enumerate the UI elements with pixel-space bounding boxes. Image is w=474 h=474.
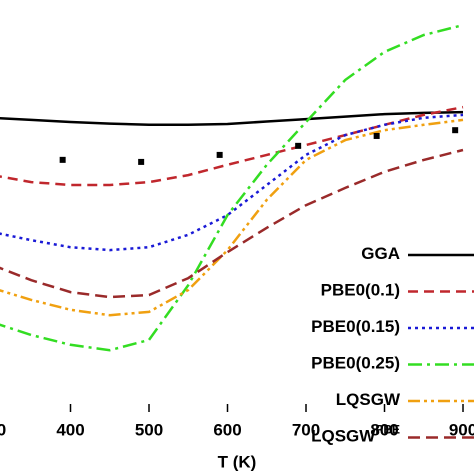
data-point — [373, 132, 380, 139]
data-point — [138, 158, 145, 165]
legend-label: PBE0(0.1) — [321, 281, 400, 300]
x-axis-label: T (K) — [218, 452, 257, 471]
data-point — [59, 156, 66, 163]
legend-label-superscript: PBE — [375, 423, 400, 437]
legend-label: GGA — [361, 244, 400, 263]
legend-label: PBE0(0.25) — [311, 354, 400, 373]
x-tick-label: 700 — [292, 420, 320, 439]
legend-label-text: PBE0(0.25) — [311, 354, 400, 373]
data-point — [216, 151, 223, 158]
series-line — [0, 110, 464, 127]
series-line — [0, 148, 464, 299]
x-tick-label: 400 — [56, 420, 84, 439]
x-tick-label: 500 — [135, 420, 163, 439]
legend-label-text: PBE0(0.15) — [311, 317, 400, 336]
x-tick-label: 300 — [0, 420, 6, 439]
data-point — [295, 142, 302, 149]
series-line — [0, 113, 464, 252]
legend-label-text: LQSGW — [311, 427, 376, 446]
legend-label: LQSGW — [336, 390, 401, 409]
x-tick-label: 900 — [449, 420, 474, 439]
data-point — [452, 127, 459, 134]
legend-label-text: GGA — [361, 244, 400, 263]
legend-label: LQSGWPBE — [311, 423, 400, 446]
series-line — [0, 105, 464, 187]
legend-label: PBE0(0.15) — [311, 317, 400, 336]
legend-label-text: PBE0(0.1) — [321, 281, 400, 300]
x-tick-label: 800 — [370, 420, 398, 439]
x-tick-label: 600 — [213, 420, 241, 439]
legend-label-text: LQSGW — [336, 390, 401, 409]
series-line — [0, 23, 464, 352]
